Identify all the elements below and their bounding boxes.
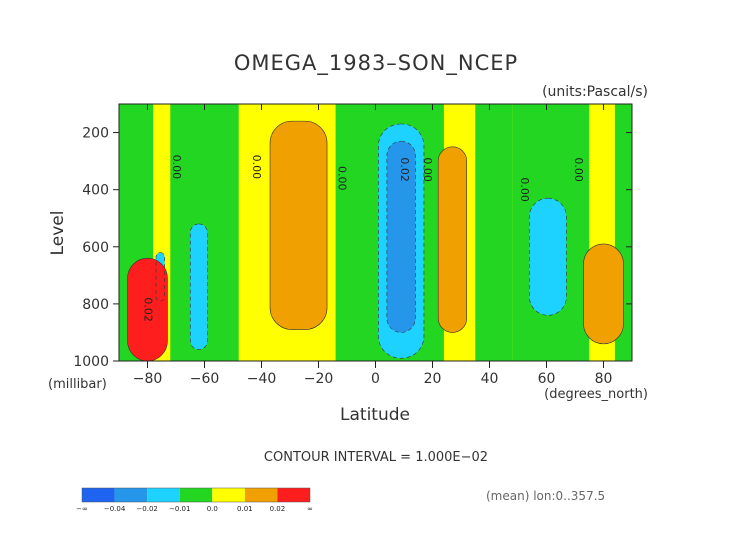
contour-label: 0.00	[250, 155, 263, 180]
contour-region	[386, 141, 416, 333]
contour-label: 0.00	[421, 157, 434, 182]
contour-label: 0.00	[518, 177, 531, 202]
colorbar-swatch	[244, 488, 278, 502]
contour-line	[189, 223, 208, 350]
contour-line	[378, 123, 425, 359]
x-tick-label: −20	[304, 371, 334, 387]
colorbar: −∞ −0.04 −0.02 −0.01 0.0 0.01 0.02 ∞	[76, 487, 313, 513]
contour-region	[270, 121, 328, 330]
contour-label: 0.00	[170, 155, 183, 180]
colorbar-swatch	[114, 488, 148, 502]
colorbar-label: ∞	[307, 505, 313, 513]
contour-region	[583, 243, 624, 344]
x-axis-title: Latitude	[340, 405, 410, 425]
colorbar-label: 0.02	[270, 505, 286, 513]
x-tick-label: 40	[481, 371, 499, 387]
x-tick-label: −40	[247, 371, 277, 387]
colorbar-swatch	[82, 488, 115, 502]
contour-region	[529, 198, 567, 316]
contour-region	[335, 104, 382, 361]
contour-region	[190, 223, 208, 350]
y-tick-label: 200	[82, 126, 109, 142]
colorbar-border	[81, 487, 311, 503]
y-tick-label: 800	[82, 297, 109, 313]
contour-label: 0.02	[142, 297, 155, 322]
contour-line	[155, 252, 165, 302]
contour-region	[475, 104, 513, 361]
units-note: (units:Pascal/s)	[542, 84, 648, 100]
colorbar-swatch	[212, 488, 245, 502]
y-tick-label: 400	[82, 183, 109, 199]
chart-title: OMEGA_1983–SON_NCEP	[234, 51, 518, 76]
contour-interval-text: CONTOUR INTERVAL = 1.000E−02	[264, 450, 488, 465]
contour-label: 0.02	[398, 157, 411, 182]
contour-line	[437, 146, 468, 333]
contour-line	[583, 243, 624, 345]
colorbar-label: 0.01	[237, 505, 253, 513]
y-axis-title: Level	[48, 211, 68, 256]
x-unit-note: (degrees_north)	[544, 387, 648, 402]
y-unit-note: (millibar)	[48, 377, 107, 392]
contour-label: 0.00	[335, 166, 348, 191]
colorbar-swatch	[147, 488, 180, 502]
contour-region	[127, 258, 168, 361]
footnote-text: (mean) lon:0..357.5	[486, 489, 605, 503]
colorbar-label: −0.04	[104, 505, 126, 513]
contour-fill-layer	[119, 104, 632, 361]
colorbar-label: −∞	[76, 505, 88, 513]
contour-region	[438, 146, 467, 333]
y-tick-label: 600	[82, 240, 109, 256]
colorbar-label: −0.02	[136, 505, 157, 513]
x-axis: −80 −60 −40 −20 0 20 40 60 80	[133, 104, 613, 387]
x-tick-label: 60	[538, 371, 556, 387]
colorbar-swatch	[277, 488, 310, 502]
colorbar-label: −0.01	[169, 505, 190, 513]
y-tick-label: 1000	[73, 354, 109, 370]
contour-line	[529, 197, 567, 316]
y-axis: 200 400 600 800 1000	[73, 126, 632, 370]
contour-line	[269, 120, 328, 330]
x-tick-label: 0	[371, 371, 380, 387]
x-tick-label: 20	[424, 371, 442, 387]
x-tick-label: −80	[133, 371, 163, 387]
contour-line	[386, 140, 416, 333]
contour-label: 0.00	[572, 157, 585, 182]
x-tick-label: 80	[595, 371, 613, 387]
x-tick-label: −60	[190, 371, 220, 387]
colorbar-label: 0.0	[207, 505, 218, 513]
contour-label-layer: 0.00 0.00 0.00 0.02 0.00 0.00 0.00 0.02	[142, 155, 585, 322]
colorbar-swatch	[179, 488, 213, 502]
